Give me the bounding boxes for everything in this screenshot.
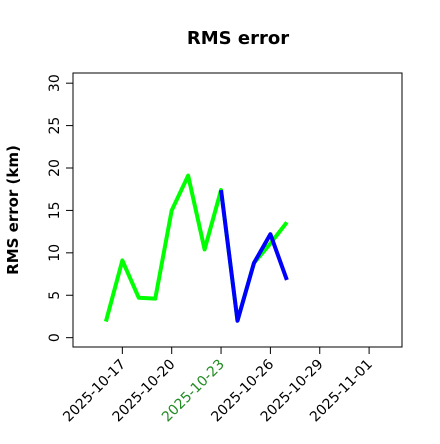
y-tick-label: 30 [47, 74, 63, 92]
y-tick-label: 20 [47, 159, 63, 177]
data-line [219, 189, 289, 323]
y-tick-label: 25 [47, 117, 63, 135]
y-tick-label: 10 [47, 244, 63, 262]
y-tick-label: 0 [47, 333, 63, 342]
chart-title: RMS error [187, 28, 289, 49]
data-line [103, 173, 289, 323]
y-tick-label: 15 [47, 202, 63, 220]
y-tick-label: 5 [47, 291, 63, 300]
y-axis-label: RMS error (km) [4, 145, 22, 275]
